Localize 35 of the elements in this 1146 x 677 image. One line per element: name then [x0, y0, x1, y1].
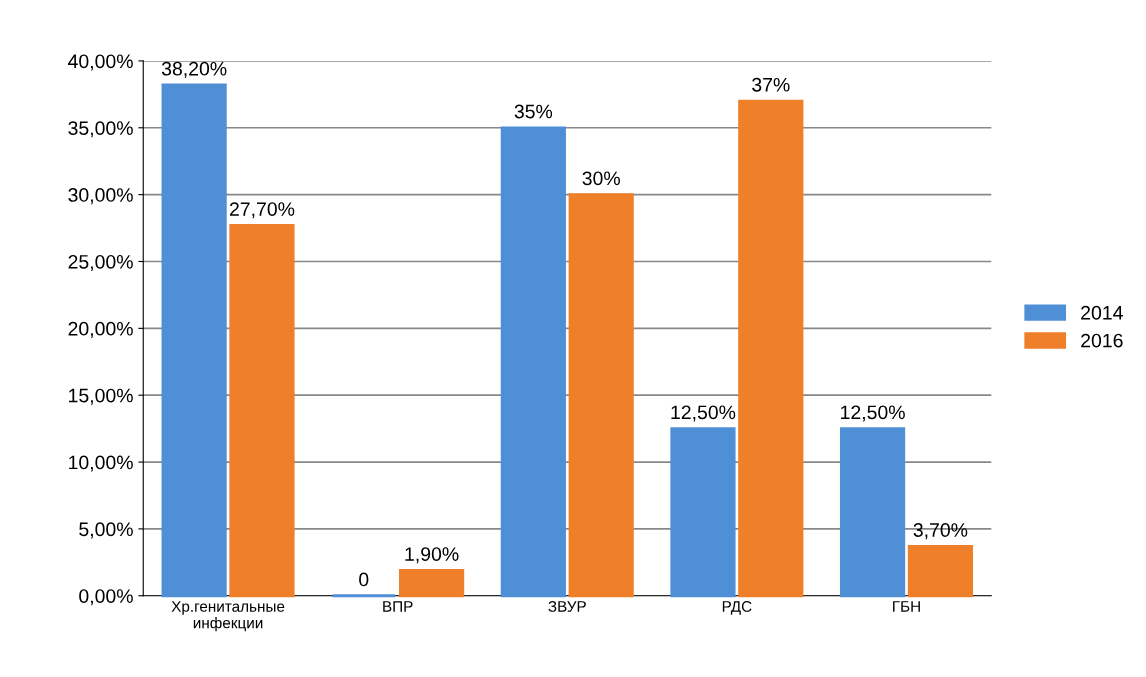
legend-label: 2016 — [1081, 333, 1123, 348]
legend-label: 2014 — [1081, 305, 1123, 320]
bar — [670, 427, 736, 598]
x-tick-label: Хр.генитальные инфекции — [171, 601, 285, 632]
bar — [229, 224, 295, 598]
data-label: 35% — [514, 104, 553, 119]
y-tick-label: 10,00% — [69, 455, 133, 472]
bar — [738, 99, 804, 598]
data-label: 3,70% — [913, 523, 968, 540]
y-tick-label: 0,00% — [79, 589, 133, 606]
bar — [398, 568, 465, 598]
y-tick-label: 30,00% — [68, 188, 133, 205]
data-label: 37% — [752, 77, 790, 92]
bar — [907, 544, 974, 598]
data-label: 12,50% — [841, 405, 905, 422]
y-tick-label: 15,00% — [69, 388, 133, 405]
x-tick-label: ВПР — [383, 601, 413, 612]
y-tick-label: 20,00% — [68, 321, 133, 338]
data-label: 30% — [582, 171, 620, 186]
x-tick-label: РДС — [722, 601, 752, 615]
x-tick-label: ГБН — [893, 601, 920, 612]
bar — [839, 427, 906, 598]
y-tick-label: 35,00% — [68, 121, 133, 138]
data-label: 27,70% — [229, 202, 295, 219]
y-tick-label: 40,00% — [68, 54, 133, 71]
bar — [568, 193, 634, 598]
data-label: 1,90% — [405, 547, 459, 564]
y-tick-label: 25,00% — [68, 254, 133, 272]
bar — [161, 83, 227, 598]
y-tick-label: 5,00% — [79, 522, 133, 539]
bar — [500, 126, 566, 598]
data-label: 12,50% — [671, 405, 736, 422]
data-label: 38,20% — [161, 61, 227, 78]
x-tick-label: ЗВУР — [548, 601, 586, 612]
data-label: 0 — [359, 572, 369, 587]
